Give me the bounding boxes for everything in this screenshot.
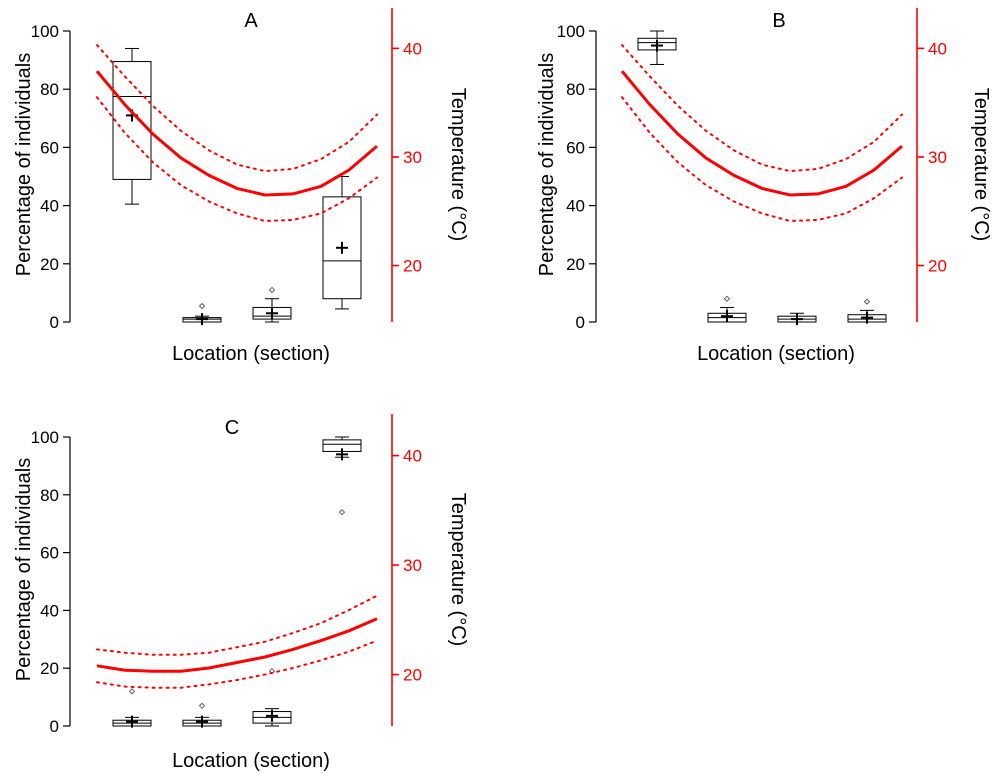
temperature-fit-line — [96, 617, 378, 673]
temperature-upper-band — [96, 594, 378, 656]
panel-label: A — [244, 10, 258, 32]
y-tick-label: 60 — [40, 138, 59, 157]
y2-tick-label: 30 — [928, 148, 947, 167]
panel-b: 0 20 40 60 80 100 Percentage of individuals 20 3… — [536, 8, 992, 365]
panel-label: B — [772, 10, 785, 32]
y-axis-title: Percentage of individuals — [536, 53, 558, 276]
panel-a: 0 20 40 60 80 100 Percentage of individuals 20 3… — [13, 8, 469, 365]
box-outlier — [198, 302, 206, 310]
y-axis-title: Percentage of individuals — [13, 53, 35, 276]
box-outlier — [338, 509, 346, 516]
y-tick-label: 40 — [566, 197, 585, 216]
y-tick-label: 20 — [566, 255, 585, 274]
y-tick-label: 80 — [40, 80, 59, 99]
y2-axis-title: Temperature (°C) — [970, 88, 992, 242]
x-axis-title: Location (section) — [697, 343, 855, 365]
panel-label: C — [225, 417, 239, 439]
y-tick-label: 40 — [40, 601, 59, 620]
y-tick-label: 80 — [566, 80, 585, 99]
y-tick-label: 100 — [31, 428, 59, 447]
y2-tick-label: 30 — [403, 148, 422, 167]
y2-tick-label: 20 — [403, 257, 422, 276]
y2-tick-label: 40 — [403, 447, 422, 466]
temperature-upper-band — [96, 44, 378, 173]
y2-tick-label: 30 — [403, 556, 422, 575]
y-tick-label: 0 — [576, 313, 585, 332]
box-outlier — [128, 688, 136, 695]
box-outlier — [723, 295, 731, 302]
y-tick-label: 0 — [50, 717, 59, 736]
box-outlier — [268, 286, 276, 294]
temperature-lower-band — [96, 639, 378, 689]
temperature-lower-band — [621, 96, 903, 223]
x-axis-title: Location (section) — [172, 343, 330, 365]
temperature-upper-band — [621, 44, 903, 173]
y-tick-label: 100 — [557, 22, 585, 41]
y2-tick-label: 40 — [928, 39, 947, 58]
y-tick-label: 60 — [566, 138, 585, 157]
box-outlier — [863, 298, 871, 305]
y-tick-label: 100 — [31, 22, 59, 41]
y-tick-label: 20 — [40, 255, 59, 274]
y-tick-label: 40 — [40, 197, 59, 216]
y2-tick-label: 20 — [928, 257, 947, 276]
y-tick-label: 0 — [50, 313, 59, 332]
y2-axis-title: Temperature (°C) — [447, 88, 469, 242]
x-axis-title: Location (section) — [172, 750, 330, 772]
y-axis-title: Percentage of individuals — [13, 458, 35, 681]
panel-c: 0 20 40 60 80 100 Percentage of individuals 20 3… — [13, 414, 469, 772]
y2-tick-label: 40 — [403, 39, 422, 58]
y2-tick-label: 20 — [403, 666, 422, 685]
y-tick-label: 20 — [40, 659, 59, 678]
y-tick-label: 60 — [40, 544, 59, 563]
temperature-fit-line — [95, 70, 378, 197]
y2-axis-title: Temperature (°C) — [447, 493, 469, 647]
y-tick-label: 80 — [40, 486, 59, 505]
temperature-fit-line — [620, 70, 903, 197]
box-outlier — [198, 702, 206, 709]
box — [112, 61, 152, 180]
box — [322, 196, 362, 300]
temperature-lower-band — [96, 96, 378, 223]
